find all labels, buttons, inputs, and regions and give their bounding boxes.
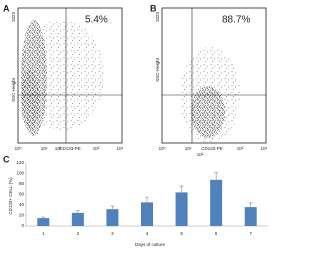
y-axis-label: SSC-Height (11, 77, 16, 102)
x-axis-label: CD133-PE (201, 146, 223, 151)
bar (37, 218, 50, 226)
x-tick-label: 10³ (93, 146, 100, 151)
percent-label: 5.4% (85, 15, 108, 26)
panel-label: C (3, 154, 10, 164)
panel-label: A (3, 3, 10, 13)
x-tick-label: 1 (42, 231, 45, 236)
bar-chart: 0 20 40 60 80 100 120 1 2 3 4 5 6 7 (16, 160, 268, 236)
x-tick-label: 5 (180, 231, 183, 236)
x-tick-label: 10⁴ (117, 146, 124, 151)
x-tick-label: 4 (146, 231, 149, 236)
y-tick-label: 120 (16, 160, 24, 165)
error-bar (248, 202, 253, 212)
x-tick-label: 10⁰ (159, 146, 166, 151)
y-tick-label: 80 (19, 181, 25, 186)
x-tick-label: 10⁰ (15, 146, 22, 151)
plot-frame (17, 7, 123, 144)
x-tick-label: 10¹ (185, 146, 192, 151)
error-bar (41, 216, 46, 220)
panel-label: B (150, 3, 157, 13)
x-tick-label: 2 (77, 231, 80, 236)
error-bar (179, 185, 184, 199)
scatter-cloud (21, 70, 39, 130)
bar (106, 209, 119, 226)
bar (210, 179, 223, 226)
x-tick-label: 7 (249, 231, 252, 236)
y-tick-label: 100 (16, 171, 24, 176)
y-tick-label: 20 (19, 213, 25, 218)
y-axis-label: CD133+ CELL (%) (8, 177, 13, 215)
error-bar (75, 209, 80, 216)
y-top-label: 1023 (155, 12, 160, 23)
x-tick-label: 6 (215, 231, 218, 236)
y-axis-label: SSC-Height (155, 57, 160, 82)
x-tick-label: 10² (55, 146, 62, 151)
y-tick-label: 0 (21, 223, 24, 228)
scatter-cloud (191, 86, 225, 138)
bar (141, 202, 153, 226)
bar (244, 207, 257, 226)
error-bar (214, 172, 219, 188)
x-tick-label: 10³ (237, 146, 244, 151)
bar (175, 192, 188, 226)
y-tick-label: 40 (19, 202, 25, 207)
figure: A 5.4% 1023 SSC-Height CD133-PE 10⁰ 10¹ … (3, 3, 268, 247)
x-tick-label: 10⁴ (261, 146, 268, 151)
error-bar (145, 196, 149, 208)
x-axis-label: Days of culture (135, 242, 166, 247)
y-top-label: 1023 (11, 12, 16, 23)
x-axis-label: CD133-PE (59, 146, 81, 151)
x-tick-label: 3 (111, 231, 114, 236)
plot-frame (161, 7, 267, 144)
y-tick-label: 60 (19, 192, 25, 197)
percent-label: 88.7% (222, 15, 250, 26)
error-bar (110, 205, 115, 213)
bar (71, 212, 84, 226)
x-tick-label: 10¹ (41, 146, 48, 151)
x-tick-label: 10² (197, 152, 204, 157)
